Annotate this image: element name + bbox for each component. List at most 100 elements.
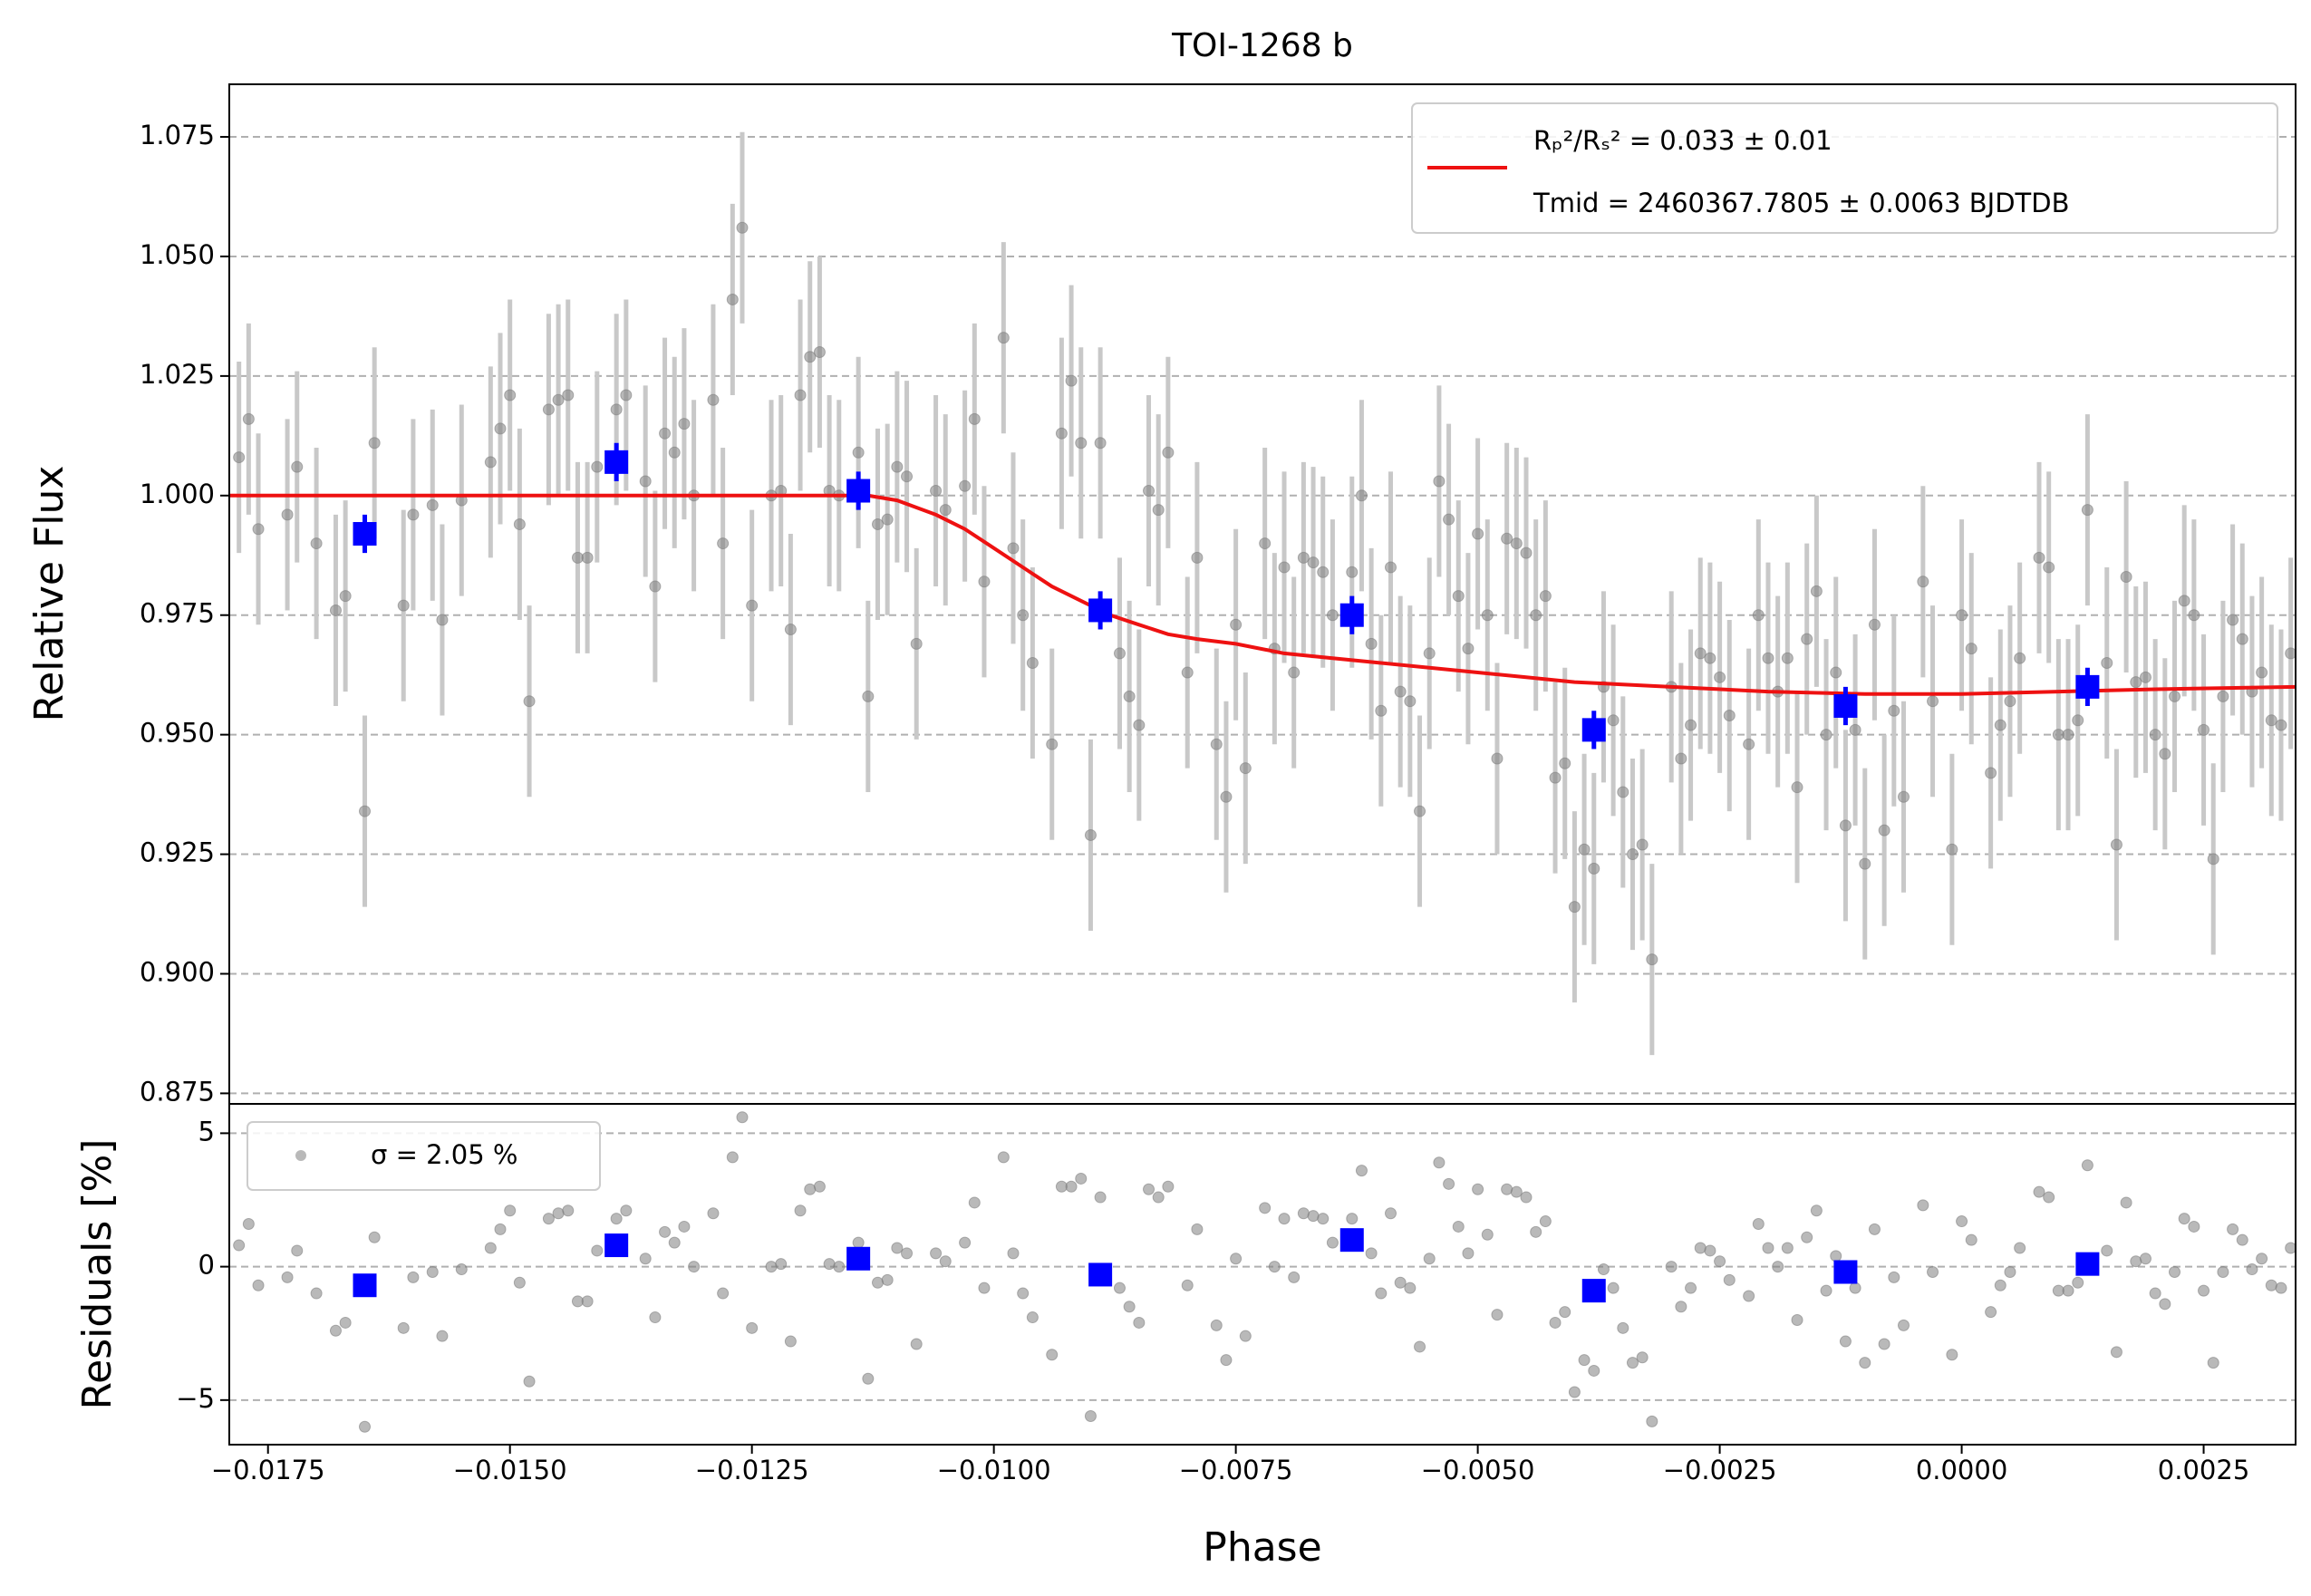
data-point <box>1868 618 1881 631</box>
residual-point <box>1181 1279 1194 1291</box>
residual-point <box>2207 1357 2219 1369</box>
data-point <box>562 389 575 401</box>
data-point <box>291 460 304 473</box>
legend-box <box>1411 102 2278 234</box>
residual-point <box>1462 1247 1475 1260</box>
residual-point <box>523 1375 536 1388</box>
residual-point <box>1820 1284 1832 1297</box>
data-point <box>1481 609 1494 622</box>
residual-point <box>1375 1287 1388 1300</box>
residual-point <box>1307 1210 1320 1223</box>
residual-point <box>1849 1282 1861 1294</box>
data-point <box>1830 666 1842 679</box>
data-point <box>1723 710 1736 722</box>
residual-point <box>1414 1340 1426 1353</box>
residual-point <box>1568 1386 1581 1398</box>
residual-axis-label: Residuals [%] <box>74 1139 121 1410</box>
residual-point <box>1607 1282 1620 1294</box>
data-point <box>1520 547 1533 559</box>
residual-point <box>504 1204 517 1217</box>
data-point <box>1646 953 1658 966</box>
data-point <box>1472 527 1484 540</box>
residual-point <box>591 1244 604 1257</box>
x-tick-label: −0.0050 <box>1421 1455 1535 1485</box>
data-point <box>1084 828 1097 841</box>
model-line <box>229 493 2296 696</box>
residual-point <box>2072 1276 2084 1289</box>
data-point <box>1055 427 1068 440</box>
data-point <box>1007 542 1020 555</box>
data-point <box>1956 609 1968 622</box>
residual-point <box>901 1247 914 1260</box>
data-point <box>1510 537 1523 550</box>
residual-point <box>649 1311 662 1324</box>
data-point <box>1549 771 1562 784</box>
residual-point <box>407 1271 420 1283</box>
data-point <box>1046 738 1059 750</box>
data-point <box>1259 537 1272 550</box>
data-point <box>1530 609 1542 622</box>
data-point <box>1694 647 1707 660</box>
data-point <box>784 624 797 636</box>
data-point <box>804 351 817 363</box>
residual-point <box>1443 1177 1455 1190</box>
data-point <box>1181 666 1194 679</box>
data-point <box>1443 513 1455 526</box>
data-point <box>1384 561 1397 574</box>
data-point <box>1404 695 1417 708</box>
data-point <box>1568 901 1581 914</box>
data-point <box>997 332 1010 344</box>
data-point <box>610 403 623 416</box>
residual-point <box>513 1276 526 1289</box>
data-point <box>891 460 904 473</box>
data-point <box>1346 566 1359 578</box>
residual-point <box>930 1247 943 1260</box>
residual-point <box>610 1213 623 1225</box>
data-point <box>2033 551 2045 564</box>
residual-point <box>1520 1191 1533 1204</box>
data-point <box>329 604 342 616</box>
residual-point <box>1452 1220 1465 1233</box>
data-point <box>1491 752 1504 765</box>
data-point <box>2169 690 2181 702</box>
data-point <box>310 537 323 550</box>
residual-point <box>1230 1253 1243 1265</box>
data-point <box>2062 729 2074 741</box>
data-point <box>872 517 885 530</box>
residual-point <box>2178 1213 2190 1225</box>
binned-residual <box>1581 1279 1606 1303</box>
residual-frame <box>228 1103 2296 1446</box>
y-tick-label: 1.025 <box>140 359 215 390</box>
data-point <box>1985 767 1997 779</box>
residual-point <box>455 1263 468 1276</box>
residual-point <box>1239 1330 1252 1342</box>
data-point <box>1230 618 1243 631</box>
data-point <box>2072 714 2084 727</box>
data-point <box>1849 723 1861 736</box>
x-tick-label: −0.0175 <box>211 1455 325 1485</box>
residual-point <box>1965 1233 1977 1246</box>
residual-point <box>765 1261 778 1273</box>
data-point <box>639 475 652 488</box>
residual-point <box>872 1276 885 1289</box>
data-point <box>881 513 894 526</box>
data-point <box>746 599 759 612</box>
residual-point <box>1985 1306 1997 1319</box>
residual-point <box>1501 1183 1513 1195</box>
data-point <box>1365 637 1378 650</box>
residual-point <box>1317 1213 1330 1225</box>
data-point <box>1423 647 1436 660</box>
residual-point <box>329 1324 342 1337</box>
data-point <box>1839 819 1852 832</box>
residual-point <box>484 1242 497 1254</box>
data-point <box>339 590 352 603</box>
residual-point <box>1220 1354 1233 1367</box>
residual-point <box>552 1207 565 1220</box>
residual-point <box>959 1236 972 1249</box>
residual-point <box>1143 1183 1156 1195</box>
residual-point <box>1259 1202 1272 1214</box>
data-point <box>2120 571 2132 584</box>
residual-point <box>784 1335 797 1348</box>
legend-box <box>247 1121 601 1191</box>
residual-point <box>1578 1354 1591 1367</box>
